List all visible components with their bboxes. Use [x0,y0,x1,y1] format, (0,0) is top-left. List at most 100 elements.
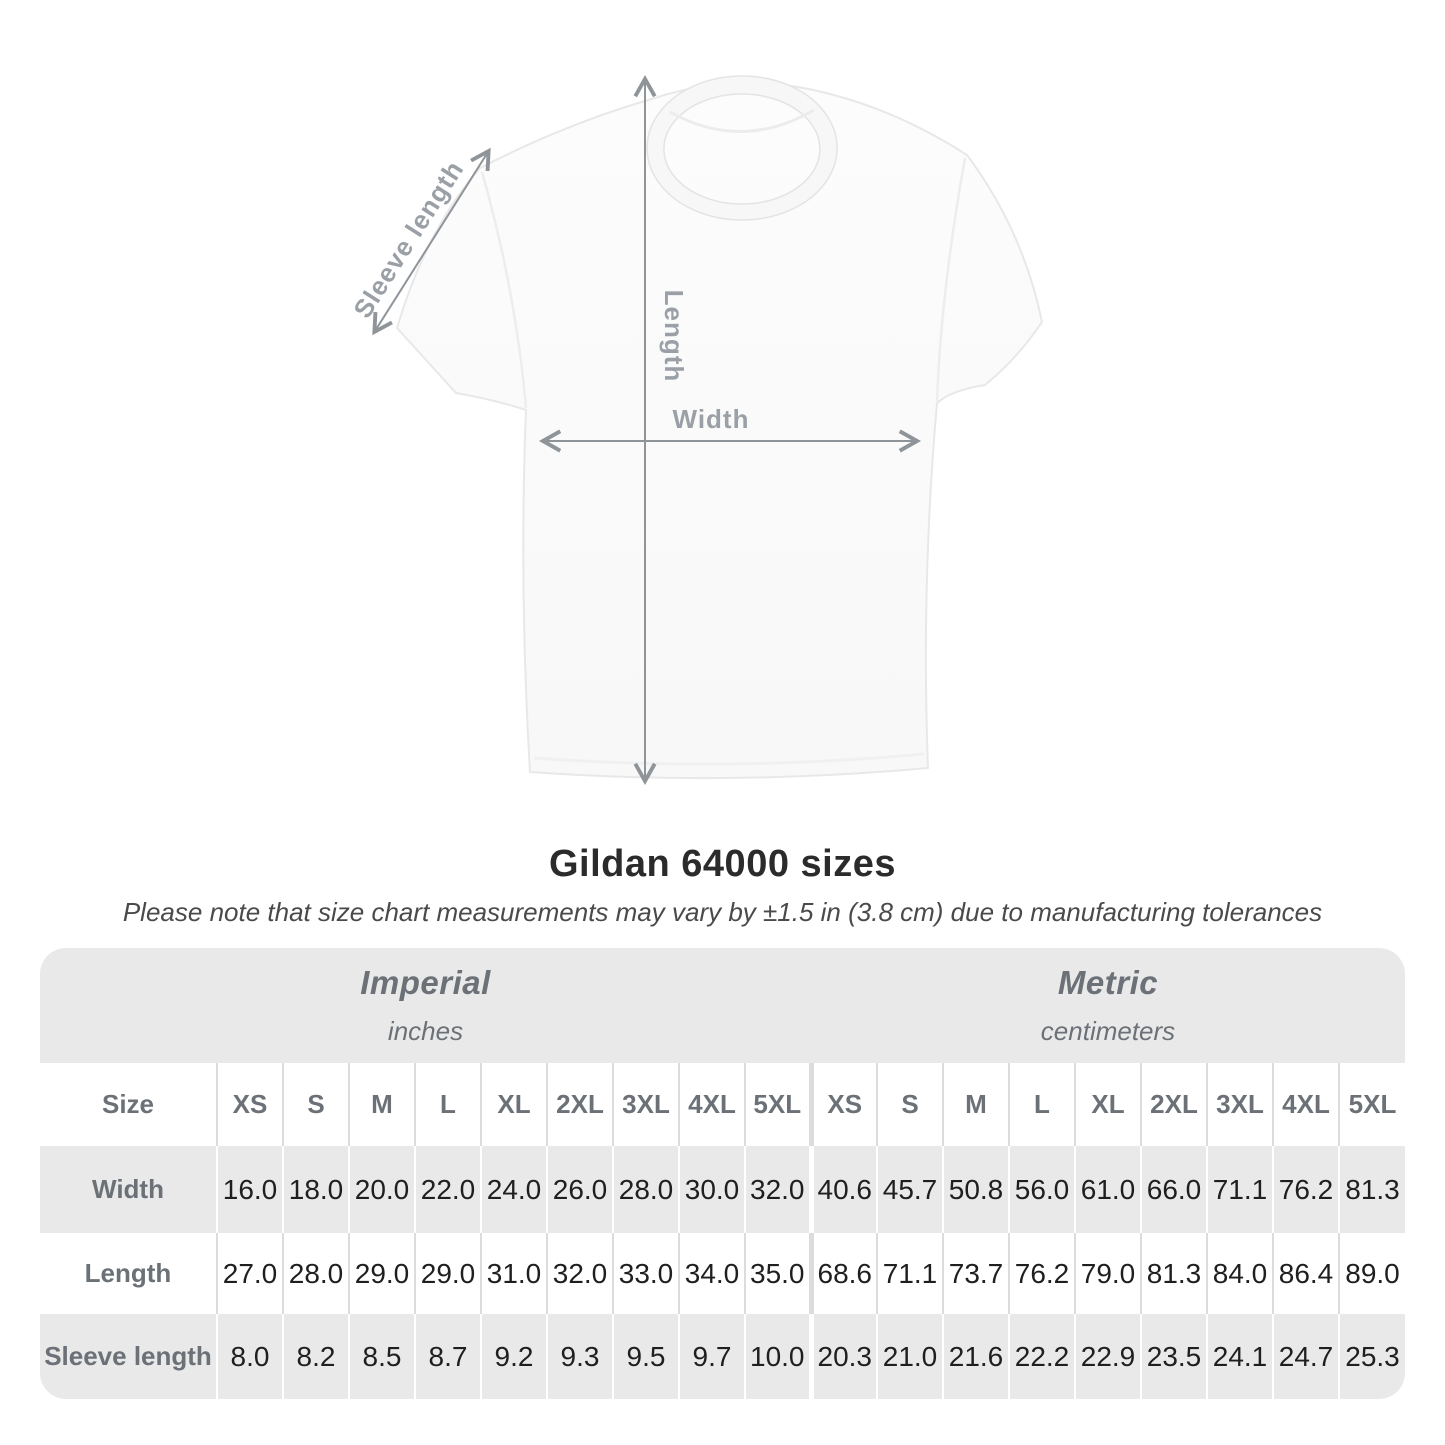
measurement-value-cell: 71.1 [876,1233,943,1314]
collar-ring [646,75,838,221]
size-col-header: 4XL [1272,1063,1339,1146]
measurement-value-cell: 9.3 [546,1314,613,1399]
size-col-header: XL [1074,1063,1141,1146]
measurement-value-cell: 28.0 [612,1146,679,1233]
measurement-value-cell: 31.0 [480,1233,547,1314]
measurement-value-cell: 9.5 [612,1314,679,1399]
measurement-value-cell: 89.0 [1338,1233,1405,1314]
size-col-header: 2XL [546,1063,613,1146]
page-subtitle: Please note that size chart measurements… [122,897,1323,927]
sleeve-length-arrow [372,147,491,336]
metric-band: Metric centimeters [811,948,1405,1063]
measurement-value-cell: 9.7 [678,1314,745,1399]
measurement-value-cell: 8.5 [348,1314,415,1399]
measurement-value-cell: 86.4 [1272,1233,1339,1314]
measurement-value-cell: 81.3 [1338,1146,1405,1233]
measurement-value-cell: 9.2 [480,1314,547,1399]
measurement-value-cell: 33.0 [612,1233,679,1314]
measurement-value-cell: 61.0 [1074,1146,1141,1233]
hem-seam [533,752,925,766]
size-col-header: L [1008,1063,1075,1146]
measurement-value-cell: 45.7 [876,1146,943,1233]
measurement-value-cell: 24.0 [480,1146,547,1233]
measurement-value-cell: 32.0 [744,1146,811,1233]
page-title: Gildan 64000 sizes [549,843,896,885]
measurement-value-cell: 8.2 [282,1314,349,1399]
collar-inner-shadow [669,108,815,133]
measurement-value-cell: 22.0 [414,1146,481,1233]
size-corner-label: Size [40,1063,217,1146]
measurement-value-cell: 24.7 [1272,1314,1339,1399]
measurement-value-cell: 24.1 [1206,1314,1273,1399]
measurement-row: Width 16.0 18.0 20.0 22.0 24.0 26.0 28.0 30.0 32.… [40,1146,1405,1233]
measurement-value-cell: 26.0 [546,1146,613,1233]
imperial-unit: inches [387,1016,464,1046]
size-col-header: 3XL [1206,1063,1273,1146]
measurement-value-cell: 71.1 [1206,1146,1273,1233]
size-table-container: Imperial inches Metric centimeters Size … [40,948,1405,1399]
size-col-header: XS [216,1063,283,1146]
measurement-value-cell: 81.3 [1140,1233,1207,1314]
size-col-header: XL [480,1063,547,1146]
measurement-value-cell: 50.8 [942,1146,1009,1233]
size-col-header: S [282,1063,349,1146]
measurement-value-cell: 28.0 [282,1233,349,1314]
measurement-value-cell: 30.0 [678,1146,745,1233]
measurement-value-cell: 29.0 [414,1233,481,1314]
imperial-label: Imperial [360,964,491,1001]
measurement-value-cell: 27.0 [216,1233,283,1314]
measurement-value-cell: 29.0 [348,1233,415,1314]
measurement-value-cell: 8.7 [414,1314,481,1399]
measurement-value-cell: 40.6 [808,1146,877,1233]
measurement-value-cell: 22.9 [1074,1314,1141,1399]
size-col-header: M [348,1063,415,1146]
measurement-value-cell: 20.0 [348,1146,415,1233]
measurement-value-cell: 66.0 [1140,1146,1207,1233]
size-col-header: XS [808,1063,877,1146]
measurement-value-cell: 18.0 [282,1146,349,1233]
measurement-row-label: Width [40,1146,217,1233]
unit-band-row: Imperial inches Metric centimeters [40,948,1405,1063]
measurement-value-cell: 21.6 [942,1314,1009,1399]
size-col-header: L [414,1063,481,1146]
measurement-row: Length 27.0 28.0 29.0 29.0 31.0 32.0 33.0 34.0 35… [40,1233,1405,1314]
measurement-value-cell: 21.0 [876,1314,943,1399]
measurement-value-cell: 79.0 [1074,1233,1141,1314]
tshirt-diagram-svg: Width Length Sleeve length [347,74,1043,786]
measurement-value-cell: 25.3 [1338,1314,1405,1399]
measurement-value-cell: 16.0 [216,1146,283,1233]
measurement-value-cell: 73.7 [942,1233,1009,1314]
measurement-value-cell: 8.0 [216,1314,283,1399]
size-col-header: M [942,1063,1009,1146]
size-col-header: 3XL [612,1063,679,1146]
metric-label: Metric [1057,964,1159,1001]
measurement-value-cell: 34.0 [678,1233,745,1314]
imperial-band: Imperial inches [40,948,811,1063]
measurement-value-cell: 32.0 [546,1233,613,1314]
metric-unit: centimeters [1040,1016,1176,1046]
size-col-header: 2XL [1140,1063,1207,1146]
measurement-value-cell: 35.0 [744,1233,811,1314]
right-sleeve-seam [935,157,967,402]
measurement-value-cell: 68.6 [808,1233,877,1314]
measurement-row-label: Length [40,1233,217,1314]
measurement-value-cell: 84.0 [1206,1233,1273,1314]
measurement-value-cell: 23.5 [1140,1314,1207,1399]
size-header-row: Size XS S M L XL 2XL 3XL 4XL 5XL XS S M L XL 2XL 3XL 4XL… [40,1063,1405,1146]
size-col-header: 4XL [678,1063,745,1146]
measurement-arrows [372,74,922,786]
measurement-value-cell: 22.2 [1008,1314,1075,1399]
measurement-value-cell: 56.0 [1008,1146,1075,1233]
measurement-value-cell: 76.2 [1008,1233,1075,1314]
length-arrow-label: Length [659,290,689,383]
size-table: Imperial inches Metric centimeters Size … [40,948,1405,1399]
measurement-value-cell: 76.2 [1272,1146,1339,1233]
size-col-header: 5XL [1338,1063,1405,1146]
measurement-row: Sleeve length 8.0 8.2 8.5 8.7 9.2 9.3 9.5 9.7 10.… [40,1314,1405,1399]
tshirt-measurement-diagram: Width Length Sleeve length [330,60,1110,800]
measurement-value-cell: 20.3 [808,1314,877,1399]
size-col-header: S [876,1063,943,1146]
measurement-row-label: Sleeve length [40,1314,217,1399]
measurement-value-cell: 10.0 [744,1314,811,1399]
